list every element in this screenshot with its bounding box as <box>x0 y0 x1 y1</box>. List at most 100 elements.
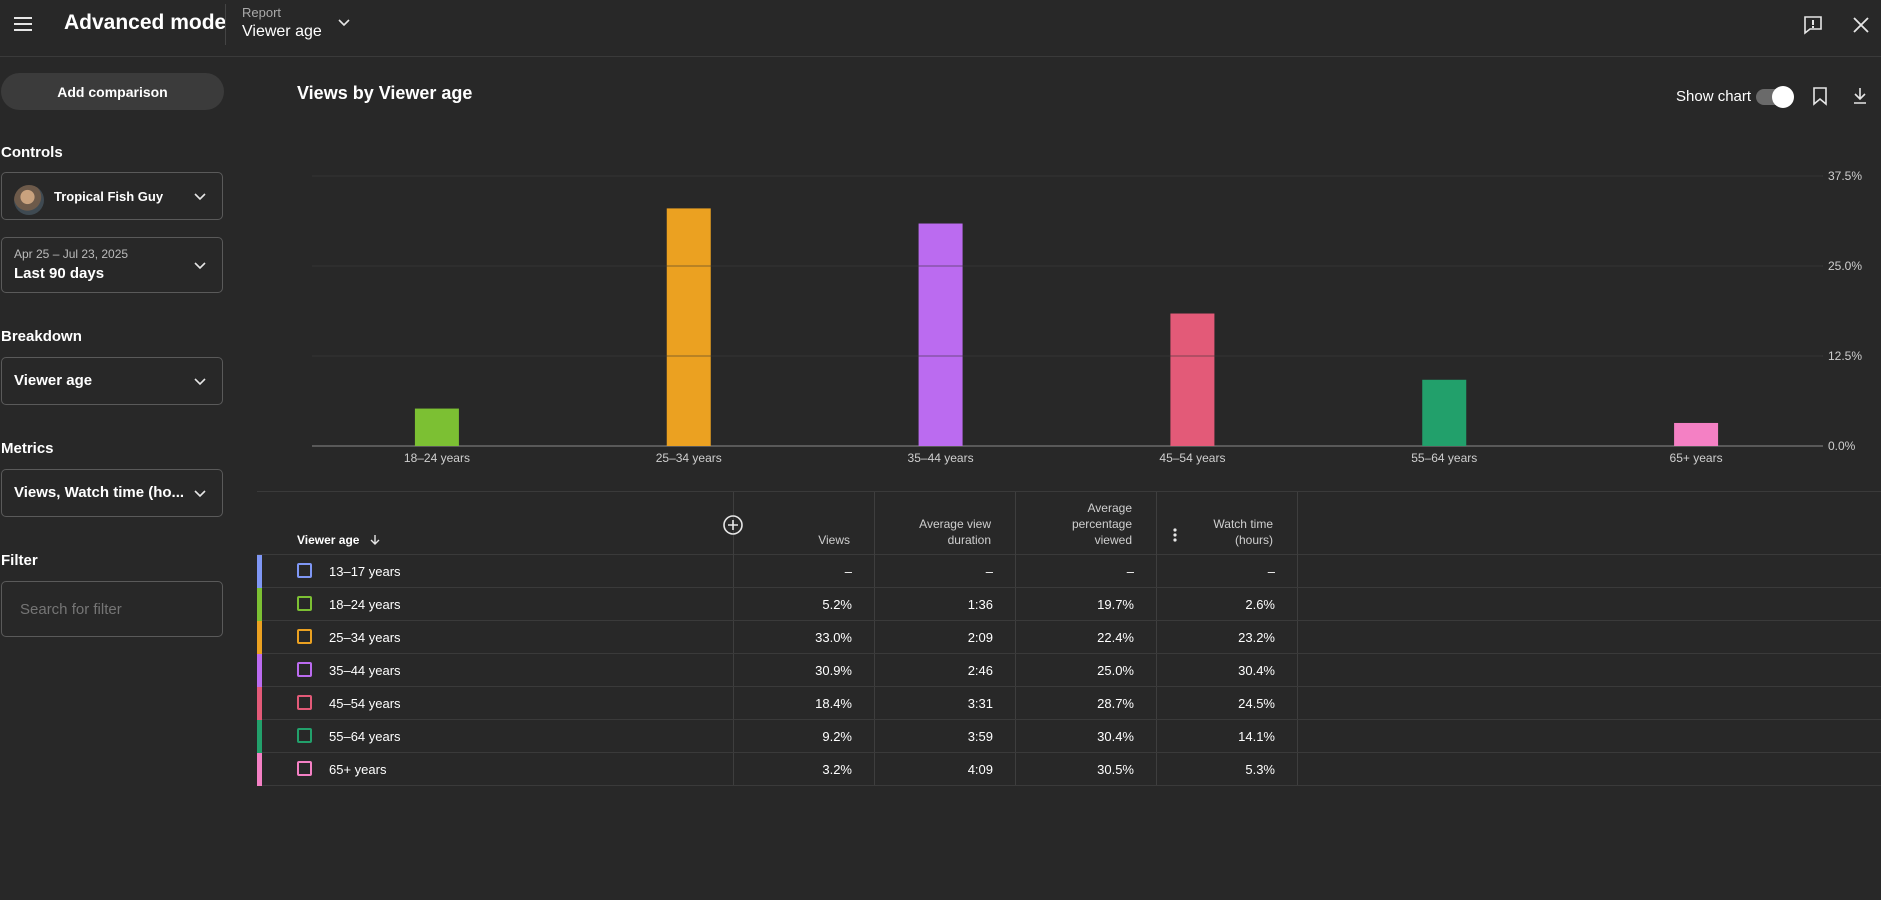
table-row[interactable]: 45–54 years 18.4% 3:31 28.7% 24.5% <box>257 687 1881 720</box>
bar[interactable] <box>1170 313 1215 446</box>
menu-icon[interactable] <box>12 14 34 34</box>
bar[interactable] <box>1674 422 1719 446</box>
cell-avg-view-duration: 2:46 <box>967 663 993 678</box>
column-divider <box>1297 492 1298 785</box>
chart-title: Views by Viewer age <box>297 83 473 103</box>
sort-arrow-icon <box>370 535 380 545</box>
bar[interactable] <box>666 208 711 446</box>
show-chart-label: Show chart <box>1676 88 1752 105</box>
row-checkbox[interactable] <box>297 596 312 611</box>
cell-views: 9.2% <box>822 729 852 744</box>
x-tick-label: 18–24 years <box>404 451 470 465</box>
bar[interactable] <box>1422 379 1467 446</box>
row-color-stripe <box>257 654 262 687</box>
x-tick-label: 45–54 years <box>1159 451 1225 465</box>
row-checkbox[interactable] <box>297 761 312 776</box>
y-tick-label: 37.5% <box>1828 169 1862 183</box>
column-divider <box>1156 492 1157 785</box>
breakdown-select[interactable]: Viewer age <box>1 357 223 405</box>
cell-avg-view-duration: 1:36 <box>967 597 993 612</box>
top-bar <box>0 0 1881 57</box>
row-color-stripe <box>257 687 262 720</box>
cell-avg-pct-viewed: – <box>1126 564 1134 579</box>
row-label: 45–54 years <box>329 696 401 711</box>
row-checkbox[interactable] <box>297 662 312 677</box>
y-tick-label: 0.0% <box>1828 439 1856 453</box>
column-header-viewer-age[interactable]: Viewer age <box>297 533 381 547</box>
cell-avg-pct-viewed: 30.5% <box>1097 762 1134 777</box>
column-header-avg-view-duration[interactable]: Average view duration <box>861 516 991 548</box>
column-header-label: Watch time <box>1213 517 1273 531</box>
close-icon[interactable] <box>1850 14 1872 36</box>
chevron-down-icon <box>194 378 206 386</box>
column-header-views[interactable]: Views <box>720 532 850 548</box>
column-divider <box>1015 492 1016 785</box>
filter-search-input[interactable] <box>1 581 223 637</box>
show-chart-toggle[interactable] <box>1756 86 1794 108</box>
feedback-icon[interactable] <box>1802 14 1824 36</box>
y-tick-label: 25.0% <box>1828 259 1862 273</box>
download-icon[interactable] <box>1851 86 1869 106</box>
cell-watch-time: 24.5% <box>1238 696 1275 711</box>
chevron-down-icon[interactable] <box>336 15 352 31</box>
bar[interactable] <box>414 408 459 446</box>
table-row[interactable]: 65+ years 3.2% 4:09 30.5% 5.3% <box>257 753 1881 786</box>
column-header-label: Views <box>818 533 850 547</box>
table-row[interactable]: 55–64 years 9.2% 3:59 30.4% 14.1% <box>257 720 1881 753</box>
cell-avg-view-duration: 2:09 <box>967 630 993 645</box>
header-divider <box>225 4 226 45</box>
column-header-label: Average <box>1087 501 1132 515</box>
date-range-text: Apr 25 – Jul 23, 2025 <box>14 247 129 261</box>
breakdown-value: Viewer age <box>14 372 93 389</box>
column-header-label: duration <box>947 533 991 547</box>
row-color-stripe <box>257 621 262 654</box>
report-label: Report <box>242 5 282 20</box>
add-column-icon[interactable] <box>722 514 744 536</box>
add-comparison-button[interactable]: Add comparison <box>1 73 224 110</box>
table-row[interactable]: 13–17 years – – – – <box>257 555 1881 588</box>
chevron-down-icon <box>194 193 206 201</box>
cell-watch-time: – <box>1267 564 1275 579</box>
table-row[interactable]: 25–34 years 33.0% 2:09 22.4% 23.2% <box>257 621 1881 654</box>
metrics-select[interactable]: Views, Watch time (ho... <box>1 469 223 517</box>
row-label: 25–34 years <box>329 630 401 645</box>
row-label: 35–44 years <box>329 663 401 678</box>
avatar <box>14 185 44 215</box>
cell-avg-view-duration: – <box>985 564 993 579</box>
bar-chart: 0.0% 12.5% 25.0% 37.5% 18–24 years 25–34 year… <box>312 169 1862 465</box>
cell-views: 33.0% <box>815 630 852 645</box>
row-label: 55–64 years <box>329 729 401 744</box>
metrics-label: Metrics <box>1 440 54 457</box>
bookmark-icon[interactable] <box>1811 86 1829 106</box>
table-row[interactable]: 18–24 years 5.2% 1:36 19.7% 2.6% <box>257 588 1881 621</box>
cell-watch-time: 5.3% <box>1245 762 1275 777</box>
cell-views: 5.2% <box>822 597 852 612</box>
channel-select[interactable]: Tropical Fish Guy <box>1 172 223 220</box>
row-checkbox[interactable] <box>297 563 312 578</box>
cell-avg-pct-viewed: 22.4% <box>1097 630 1134 645</box>
date-range-select[interactable]: Apr 25 – Jul 23, 2025 Last 90 days <box>1 237 223 293</box>
report-selector[interactable]: Viewer age <box>242 23 322 40</box>
row-checkbox[interactable] <box>297 629 312 644</box>
cell-views: – <box>844 564 852 579</box>
cell-avg-pct-viewed: 19.7% <box>1097 597 1134 612</box>
table-header-divider <box>257 554 1881 555</box>
row-label: 13–17 years <box>329 564 401 579</box>
controls-label: Controls <box>1 144 63 161</box>
cell-views: 30.9% <box>815 663 852 678</box>
cell-watch-time: 14.1% <box>1238 729 1275 744</box>
row-checkbox[interactable] <box>297 695 312 710</box>
channel-name: Tropical Fish Guy <box>54 189 164 204</box>
table-row[interactable]: 35–44 years 30.9% 2:46 25.0% 30.4% <box>257 654 1881 687</box>
column-header-label: (hours) <box>1234 533 1273 547</box>
cell-avg-pct-viewed: 25.0% <box>1097 663 1134 678</box>
column-header-label: Average view <box>919 517 991 531</box>
bar[interactable] <box>918 223 963 446</box>
column-header-avg-pct-viewed[interactable]: Average percentage viewed <box>1002 500 1132 548</box>
more-vert-icon[interactable] <box>1168 527 1182 543</box>
row-checkbox[interactable] <box>297 728 312 743</box>
cell-watch-time: 23.2% <box>1238 630 1275 645</box>
row-label: 18–24 years <box>329 597 401 612</box>
column-header-watch-time[interactable]: Watch time (hours) <box>1143 516 1273 548</box>
cell-watch-time: 2.6% <box>1245 597 1275 612</box>
